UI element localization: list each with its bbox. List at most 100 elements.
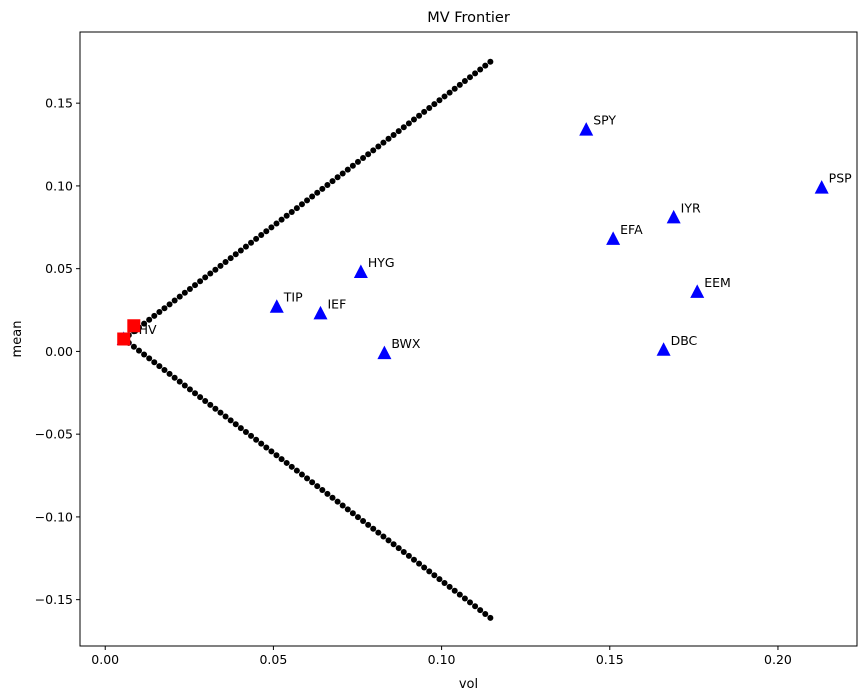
frontier-point (161, 305, 168, 312)
frontier-point (451, 587, 458, 594)
frontier-point (212, 405, 219, 412)
special-points-series (117, 319, 141, 346)
frontier-point (390, 131, 397, 138)
frontier-point (273, 452, 280, 459)
asset-marker (377, 345, 392, 360)
frontier-point (344, 166, 351, 173)
frontier-point (171, 297, 178, 304)
frontier-point (466, 599, 473, 606)
frontier-point (293, 467, 300, 474)
frontier-point (207, 270, 214, 277)
frontier-point (278, 456, 285, 463)
frontier-point (304, 197, 311, 204)
frontier-point (410, 116, 417, 123)
frontier-point (354, 158, 361, 165)
frontier-point (212, 266, 219, 273)
frontier-point (186, 386, 193, 393)
frontier-point (248, 239, 255, 246)
frontier-point (181, 289, 188, 296)
frontier-point (461, 595, 468, 602)
frontier-point (136, 347, 143, 354)
asset-marker (606, 231, 621, 245)
frontier-point (263, 444, 270, 451)
y-tick-label: 0.05 (45, 261, 73, 276)
frontier-point (309, 193, 316, 200)
frontier-point (400, 124, 407, 131)
frontier-point (222, 258, 229, 265)
frontier-point (171, 374, 178, 381)
frontier-point (365, 151, 372, 158)
asset-label: IEF (328, 296, 347, 311)
frontier-point (421, 108, 428, 115)
frontier-point (354, 514, 361, 521)
frontier-point (385, 537, 392, 544)
frontier-point (360, 518, 367, 525)
frontier-point (207, 401, 214, 408)
frontier-point (416, 112, 423, 119)
frontier-point (166, 301, 173, 308)
asset-marker (656, 342, 671, 356)
frontier-point (314, 483, 321, 490)
asset-label: BWX (391, 336, 420, 351)
frontier-point (380, 533, 387, 540)
frontier-point (146, 355, 153, 362)
frontier-point (375, 143, 382, 150)
frontier-point (222, 413, 229, 420)
frontier-point (487, 58, 494, 65)
frontier-point (339, 502, 346, 509)
frontier-point (283, 459, 290, 466)
frontier-point (431, 572, 438, 579)
frontier-point (227, 417, 234, 424)
frontier-point (298, 471, 305, 478)
frontier-point (400, 549, 407, 556)
frontier-point (461, 78, 468, 85)
y-tick-label: 0.10 (45, 178, 73, 193)
frontier-point (146, 316, 153, 323)
frontier-point (156, 309, 163, 316)
y-axis: −0.15 −0.10 −0.05 0.00 0.05 0.10 0.15 (35, 96, 80, 607)
frontier-point (237, 247, 244, 254)
frontier-point (156, 363, 163, 370)
frontier-point (151, 359, 158, 366)
frontier-point (410, 556, 417, 563)
asset-label: EEM (704, 275, 731, 290)
frontier-point (385, 135, 392, 142)
asset-label: SPY (593, 113, 616, 128)
x-tick-label: 0.20 (764, 652, 792, 667)
frontier-point (161, 366, 168, 373)
frontier-point (405, 552, 412, 559)
frontier-point (130, 343, 137, 350)
frontier-point (446, 583, 453, 590)
frontier-point (370, 147, 377, 154)
frontier-point (456, 81, 463, 88)
frontier-point (477, 607, 484, 614)
frontier-point (349, 162, 356, 169)
y-tick-label: 0.00 (45, 344, 73, 359)
frontier-point (217, 262, 224, 269)
frontier-point (151, 312, 158, 319)
frontier-point (329, 178, 336, 185)
frontier-point (487, 614, 494, 621)
y-tick-label: −0.15 (35, 592, 73, 607)
frontier-point (441, 93, 448, 100)
frontier-point (176, 293, 183, 300)
asset-marker (269, 299, 284, 313)
x-tick-label: 0.10 (428, 652, 456, 667)
frontier-point (334, 498, 341, 505)
frontier-point (192, 282, 199, 289)
asset-label: HYG (368, 255, 395, 270)
frontier-point (472, 603, 479, 610)
frontier-point (395, 545, 402, 552)
x-tick-label: 0.15 (596, 652, 624, 667)
frontier-point (324, 490, 331, 497)
asset-marker (814, 180, 829, 194)
frontier-point (192, 390, 199, 397)
frontier-point (232, 251, 239, 258)
frontier-point (375, 529, 382, 536)
frontier-point (263, 228, 270, 235)
x-tick-label: 0.05 (259, 652, 287, 667)
frontier-point (288, 208, 295, 215)
